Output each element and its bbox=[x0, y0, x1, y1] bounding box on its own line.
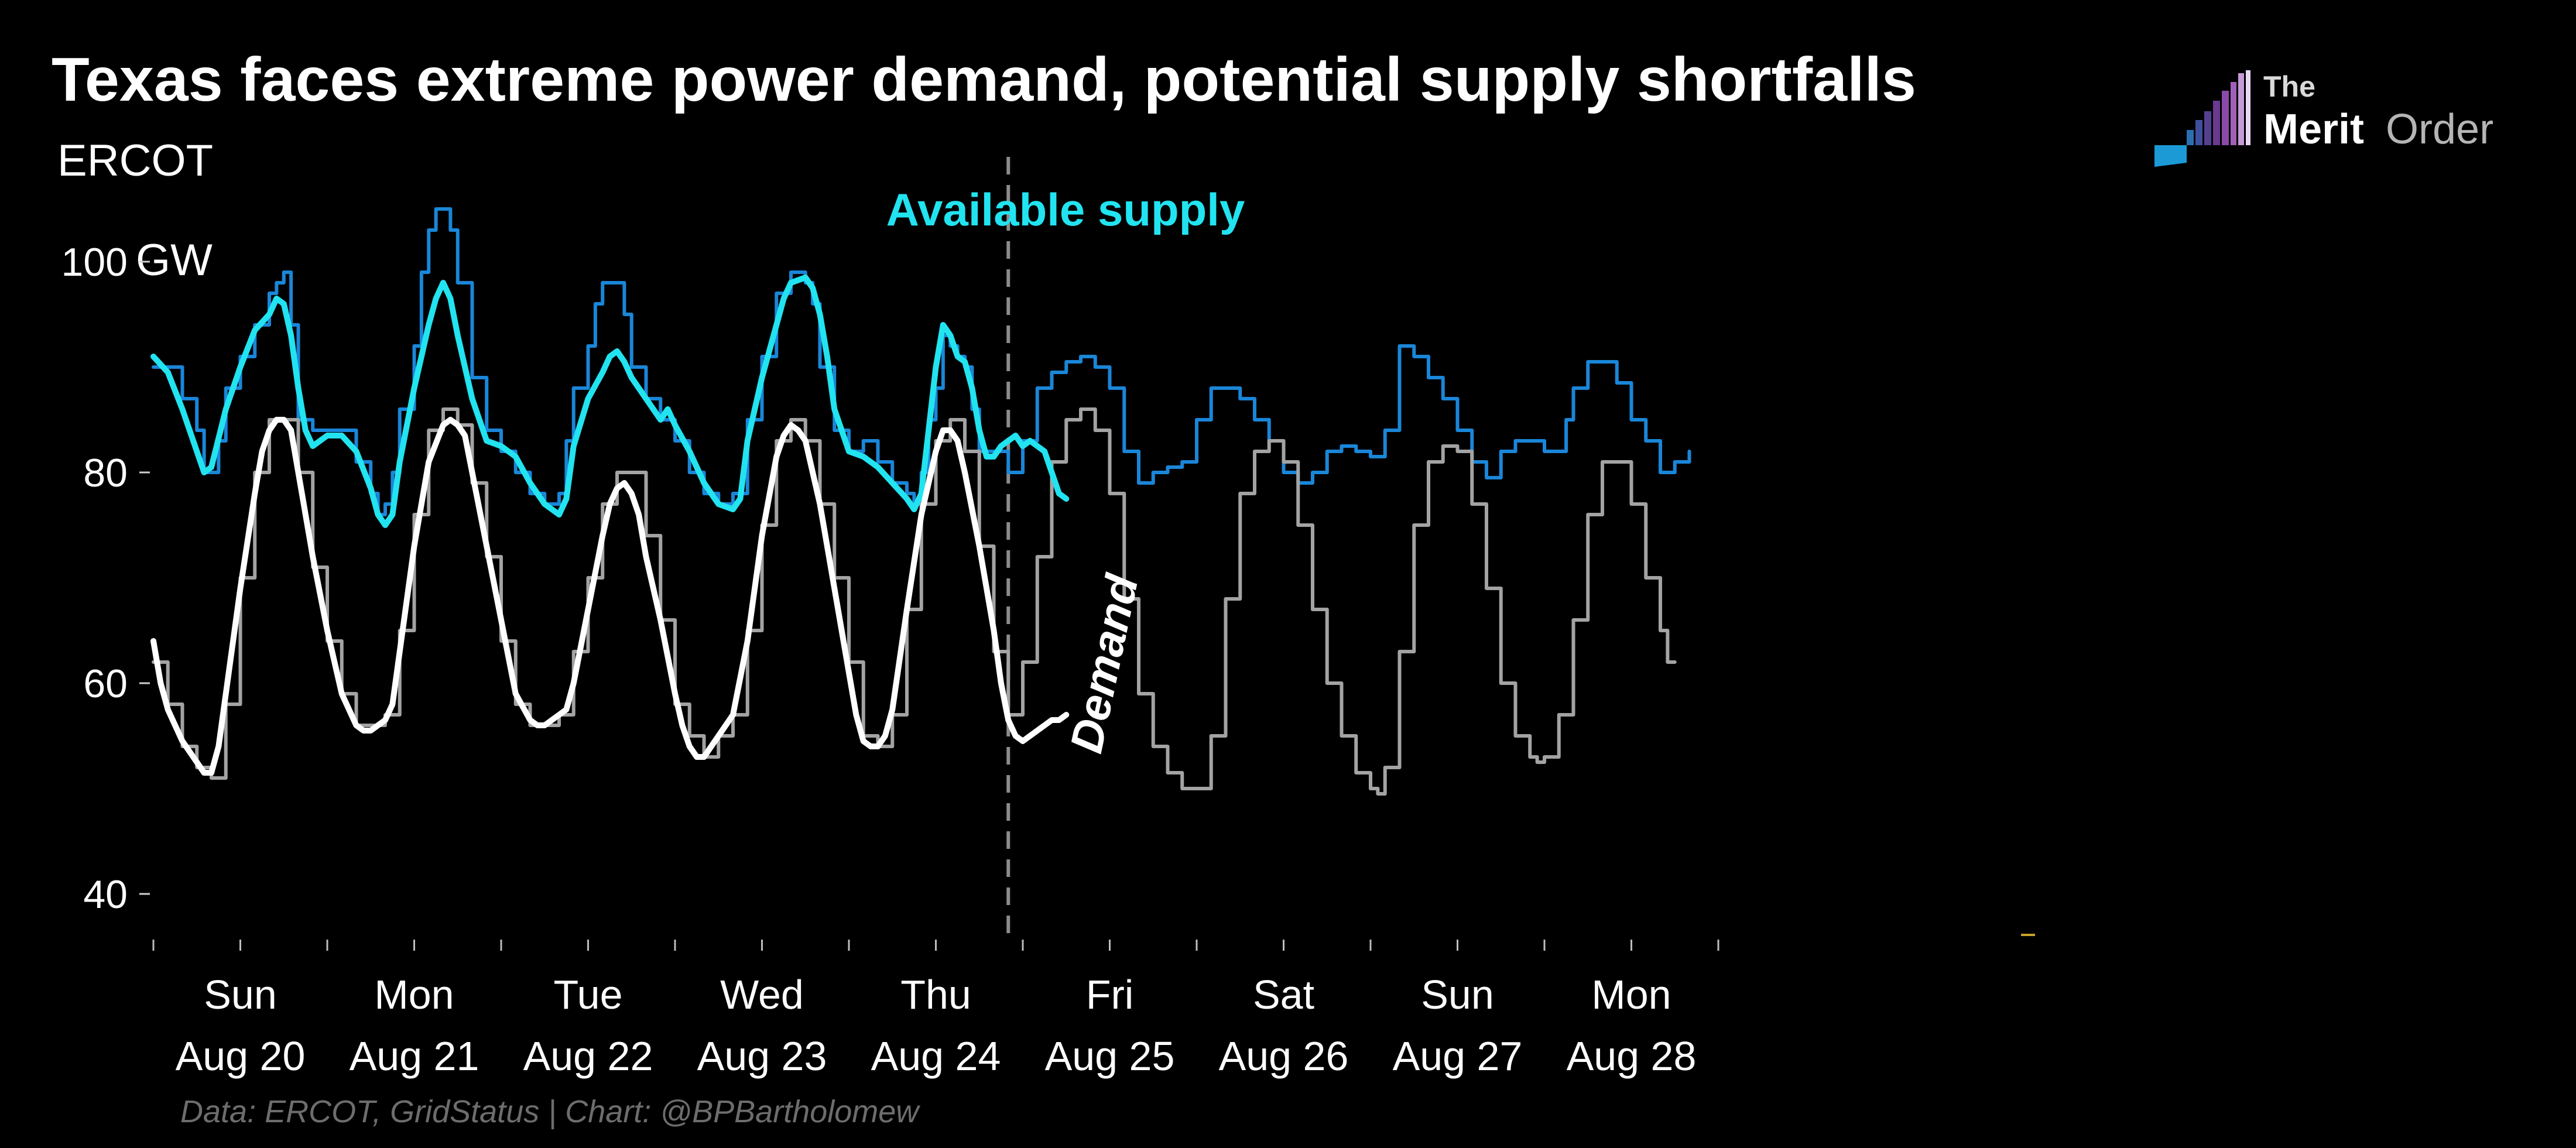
supply-annotation: Available supply bbox=[886, 184, 1245, 235]
logo-order: Order bbox=[2386, 106, 2493, 153]
region-label: ERCOT bbox=[57, 136, 213, 186]
x-tick-date: Aug 24 bbox=[871, 1033, 1001, 1079]
logo-the: The bbox=[2263, 70, 2315, 103]
plot-area bbox=[150, 157, 2035, 943]
y-axis: 40 60 80 100 bbox=[61, 240, 150, 917]
x-tick-date: Aug 25 bbox=[1045, 1033, 1175, 1079]
y-tick-label: 60 bbox=[83, 662, 128, 706]
x-tick-weekday: Wed bbox=[720, 972, 804, 1017]
x-tick-weekday: Sun bbox=[204, 972, 277, 1017]
x-tick-date: Aug 21 bbox=[350, 1033, 479, 1079]
unit-label: GW bbox=[136, 235, 213, 285]
x-tick-weekday: Mon bbox=[374, 972, 454, 1017]
x-tick-weekday: Sun bbox=[1421, 972, 1494, 1017]
x-tick-date: Aug 26 bbox=[1219, 1033, 1349, 1079]
demand-actual-series bbox=[150, 417, 1070, 776]
logo-merit: Merit bbox=[2263, 106, 2364, 153]
x-tick-weekday: Mon bbox=[1591, 972, 1671, 1017]
supply-actual-series bbox=[150, 275, 1070, 528]
source-note: Data: ERCOT, GridStatus | Chart: @BPBart… bbox=[180, 1094, 920, 1129]
y-tick-label: 40 bbox=[83, 872, 128, 917]
x-tick-date: Aug 28 bbox=[1567, 1033, 1697, 1079]
x-tick-date: Aug 22 bbox=[523, 1033, 653, 1079]
logo-bars-icon bbox=[2154, 70, 2250, 167]
x-tick-date: Aug 27 bbox=[1393, 1033, 1523, 1079]
x-tick-date: Aug 23 bbox=[697, 1033, 827, 1079]
merit-order-logo: The Merit Order bbox=[2154, 70, 2493, 167]
x-tick-weekday: Sat bbox=[1253, 972, 1314, 1017]
chart-title: Texas faces extreme power demand, potent… bbox=[52, 45, 1916, 114]
demand-forecast-series bbox=[152, 407, 1677, 796]
y-tick-label: 100 bbox=[61, 240, 128, 285]
y-tick-label: 80 bbox=[83, 451, 128, 495]
x-tick-weekday: Tue bbox=[553, 972, 622, 1017]
x-tick-weekday: Fri bbox=[1086, 972, 1134, 1017]
x-tick-weekday: Thu bbox=[900, 972, 971, 1017]
x-tick-date: Aug 20 bbox=[176, 1033, 306, 1079]
x-axis: Sun Aug 20 Mon Aug 21 Tue Aug 22 Wed Aug 23 Thu A… bbox=[152, 940, 1719, 1079]
